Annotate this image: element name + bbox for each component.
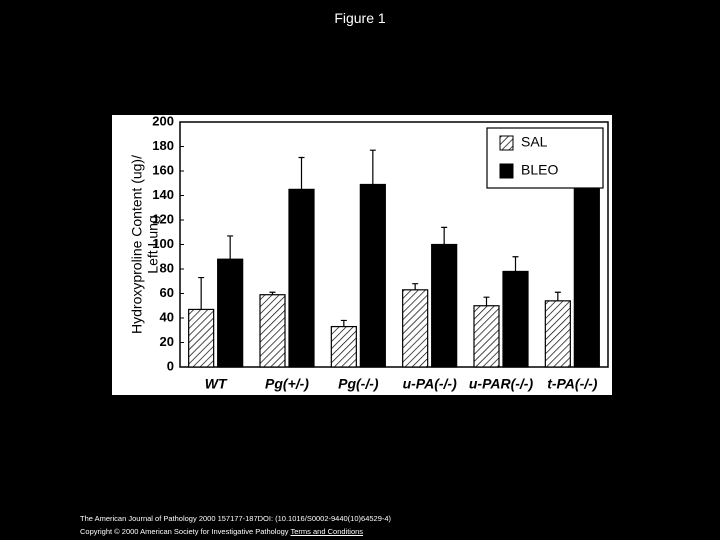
error-bar bbox=[227, 235, 234, 260]
bar bbox=[188, 308, 215, 368]
legend-label: SAL bbox=[521, 134, 548, 150]
copyright: Copyright © 2000 American Society for In… bbox=[80, 527, 289, 536]
citation: The American Journal of Pathology 2000 1… bbox=[80, 514, 392, 523]
error-bar bbox=[340, 319, 347, 327]
error-bar bbox=[198, 276, 205, 310]
error-bar bbox=[412, 283, 419, 290]
terms-link[interactable]: Terms and Conditions bbox=[290, 527, 364, 536]
y-tick-label: 140 bbox=[152, 187, 174, 202]
y-axis-label: Hydroxyproline Content (ug)/ bbox=[129, 155, 145, 334]
error-bar bbox=[483, 296, 490, 306]
y-tick-label: 20 bbox=[160, 334, 174, 349]
y-tick-label: 80 bbox=[160, 260, 174, 275]
footer: The American Journal of Pathology 2000 1… bbox=[80, 512, 391, 538]
y-axis-label: Left Lung bbox=[145, 215, 161, 273]
y-tick-label: 160 bbox=[152, 162, 174, 177]
x-tick-label: t-PA(-/-) bbox=[547, 376, 598, 392]
error-bar bbox=[512, 256, 519, 272]
error-bar bbox=[298, 156, 305, 190]
y-tick-label: 0 bbox=[167, 358, 174, 373]
error-bar bbox=[369, 149, 376, 185]
bar bbox=[573, 181, 600, 368]
bar bbox=[217, 258, 244, 368]
y-tick-label: 40 bbox=[160, 309, 174, 324]
y-tick-label: 180 bbox=[152, 138, 174, 153]
x-tick-label: u-PA(-/-) bbox=[403, 376, 457, 392]
copyright-line: Copyright © 2000 American Society for In… bbox=[80, 525, 391, 538]
slide-title: Figure 1 bbox=[334, 10, 386, 26]
bar bbox=[431, 243, 458, 368]
error-bar bbox=[269, 291, 276, 295]
bar bbox=[330, 325, 357, 368]
y-tick-label: 120 bbox=[152, 211, 174, 226]
bar bbox=[473, 305, 500, 368]
bar bbox=[502, 270, 529, 368]
legend-swatch bbox=[499, 135, 514, 151]
y-tick-label: 100 bbox=[152, 236, 174, 251]
bar bbox=[259, 294, 286, 368]
legend-label: BLEO bbox=[521, 162, 558, 178]
bar bbox=[402, 289, 429, 368]
x-tick-label: u-PAR(-/-) bbox=[469, 376, 534, 392]
bar bbox=[359, 183, 386, 368]
x-tick-label: Pg(-/-) bbox=[338, 376, 379, 392]
y-tick-label: 60 bbox=[160, 285, 174, 300]
x-tick-label: Pg(+/-) bbox=[265, 376, 309, 392]
x-tick-label: WT bbox=[205, 376, 228, 392]
bar bbox=[288, 188, 315, 368]
error-bar bbox=[554, 291, 561, 301]
bar bbox=[544, 300, 571, 368]
legend-swatch bbox=[499, 163, 514, 179]
error-bar bbox=[441, 226, 448, 245]
y-tick-label: 200 bbox=[152, 115, 174, 128]
chart: 0 20 40 60 80 100 120 140 160 180 200 Hydroxyprolin… bbox=[112, 115, 612, 395]
